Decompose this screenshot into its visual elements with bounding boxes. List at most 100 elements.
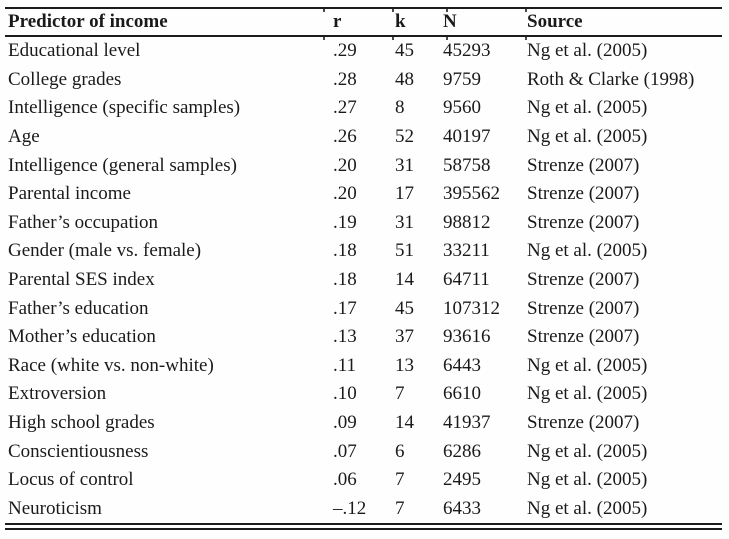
column-header-predictor: Predictor of income	[8, 11, 168, 32]
r-cell: .19	[333, 211, 357, 233]
table-body: Educational level .29 45 45293 Ng et al.…	[5, 37, 722, 523]
r-cell: .17	[333, 297, 357, 319]
predictor-cell: High school grades	[8, 412, 155, 434]
table-row: Intelligence (specific samples) .27 8 95…	[5, 94, 722, 123]
predictor-cell: Father’s occupation	[8, 211, 159, 233]
table-row: Educational level .29 45 45293 Ng et al.…	[5, 37, 722, 66]
column-header-n: N	[443, 11, 457, 32]
k-cell: 13	[395, 354, 414, 376]
r-cell: .29	[333, 40, 357, 62]
predictor-cell: Parental income	[8, 183, 131, 205]
column-header-k: k	[395, 11, 406, 32]
n-cell: 40197	[443, 126, 491, 148]
k-cell: 45	[395, 40, 414, 62]
r-cell: .13	[333, 326, 357, 348]
k-cell: 17	[395, 183, 414, 205]
source-cell: Ng et al. (2005)	[527, 240, 648, 262]
source-cell: Ng et al. (2005)	[527, 126, 648, 148]
r-cell: .26	[333, 126, 357, 148]
tick-mark	[392, 9, 394, 12]
n-cell: 6610	[443, 383, 481, 405]
table-row: High school grades .09 14 41937 Strenze …	[5, 409, 722, 438]
predictor-cell: Neuroticism	[8, 497, 102, 519]
r-cell: .18	[333, 269, 357, 291]
n-cell: 64711	[443, 269, 490, 291]
k-cell: 37	[395, 326, 414, 348]
r-cell: .18	[333, 240, 357, 262]
n-cell: 98812	[443, 211, 491, 233]
r-cell: .06	[333, 469, 357, 491]
source-cell: Ng et al. (2005)	[527, 383, 648, 405]
source-cell: Roth & Clarke (1998)	[527, 68, 695, 90]
r-cell: .28	[333, 68, 357, 90]
predictor-cell: Conscientiousness	[8, 440, 149, 462]
n-cell: 6433	[443, 497, 481, 519]
source-cell: Ng et al. (2005)	[527, 97, 648, 119]
predictor-cell: Educational level	[8, 40, 141, 62]
n-cell: 58758	[443, 154, 491, 176]
table-top-rule	[5, 7, 722, 9]
source-cell: Ng et al. (2005)	[527, 440, 648, 462]
k-cell: 52	[395, 126, 414, 148]
r-cell: .09	[333, 412, 357, 434]
n-cell: 93616	[443, 326, 491, 348]
n-cell: 6443	[443, 354, 481, 376]
table-row: Conscientiousness .07 6 6286 Ng et al. (…	[5, 437, 722, 466]
n-cell: 41937	[443, 412, 491, 434]
predictor-cell: Father’s education	[8, 297, 149, 319]
r-cell: .20	[333, 154, 357, 176]
table-row: Extroversion .10 7 6610 Ng et al. (2005)	[5, 380, 722, 409]
k-cell: 14	[395, 269, 414, 291]
r-cell: .11	[333, 354, 357, 376]
source-cell: Strenze (2007)	[527, 326, 640, 348]
table-bottom-double-rule	[5, 523, 722, 530]
k-cell: 8	[395, 97, 405, 119]
k-cell: 31	[395, 211, 414, 233]
tick-mark	[446, 37, 448, 40]
predictor-cell: Age	[8, 126, 40, 148]
k-cell: 7	[395, 497, 405, 519]
table-row: Locus of control .06 7 2495 Ng et al. (2…	[5, 466, 722, 495]
n-cell: 395562	[443, 183, 500, 205]
n-cell: 33211	[443, 240, 490, 262]
tick-mark	[323, 37, 325, 40]
source-cell: Strenze (2007)	[527, 211, 640, 233]
source-cell: Strenze (2007)	[527, 297, 640, 319]
tick-mark	[392, 37, 394, 40]
n-cell: 9560	[443, 97, 481, 119]
source-cell: Strenze (2007)	[527, 154, 640, 176]
tick-mark	[323, 9, 325, 12]
source-cell: Ng et al. (2005)	[527, 469, 648, 491]
table-row: Intelligence (general samples) .20 31 58…	[5, 151, 722, 180]
k-cell: 45	[395, 297, 414, 319]
k-cell: 6	[395, 440, 405, 462]
n-cell: 107312	[443, 297, 500, 319]
table-header-rule	[5, 35, 722, 37]
table-row: Neuroticism –.12 7 6433 Ng et al. (2005)	[5, 495, 722, 524]
predictor-cell: Gender (male vs. female)	[8, 240, 202, 262]
r-cell: .07	[333, 440, 357, 462]
table-row: College grades .28 48 9759 Roth & Clarke…	[5, 66, 722, 95]
predictor-cell: Parental SES index	[8, 269, 155, 291]
table-row: Parental income .20 17 395562 Strenze (2…	[5, 180, 722, 209]
k-cell: 31	[395, 154, 414, 176]
n-cell: 45293	[443, 40, 491, 62]
k-cell: 51	[395, 240, 414, 262]
table-row: Gender (male vs. female) .18 51 33211 Ng…	[5, 237, 722, 266]
r-cell: .20	[333, 183, 357, 205]
source-cell: Strenze (2007)	[527, 183, 640, 205]
source-cell: Strenze (2007)	[527, 412, 640, 434]
predictor-cell: Mother’s education	[8, 326, 156, 348]
n-cell: 6286	[443, 440, 481, 462]
predictor-cell: Intelligence (general samples)	[8, 154, 237, 176]
column-header-source: Source	[527, 11, 583, 32]
tick-mark	[525, 37, 527, 40]
table-row: Father’s education .17 45 107312 Strenze…	[5, 294, 722, 323]
predictor-cell: Race (white vs. non-white)	[8, 354, 214, 376]
predictor-cell: College grades	[8, 68, 122, 90]
predictor-cell: Locus of control	[8, 469, 134, 491]
table-header-row: Predictor of income r k N Source	[5, 9, 722, 35]
source-cell: Ng et al. (2005)	[527, 497, 648, 519]
k-cell: 7	[395, 383, 405, 405]
